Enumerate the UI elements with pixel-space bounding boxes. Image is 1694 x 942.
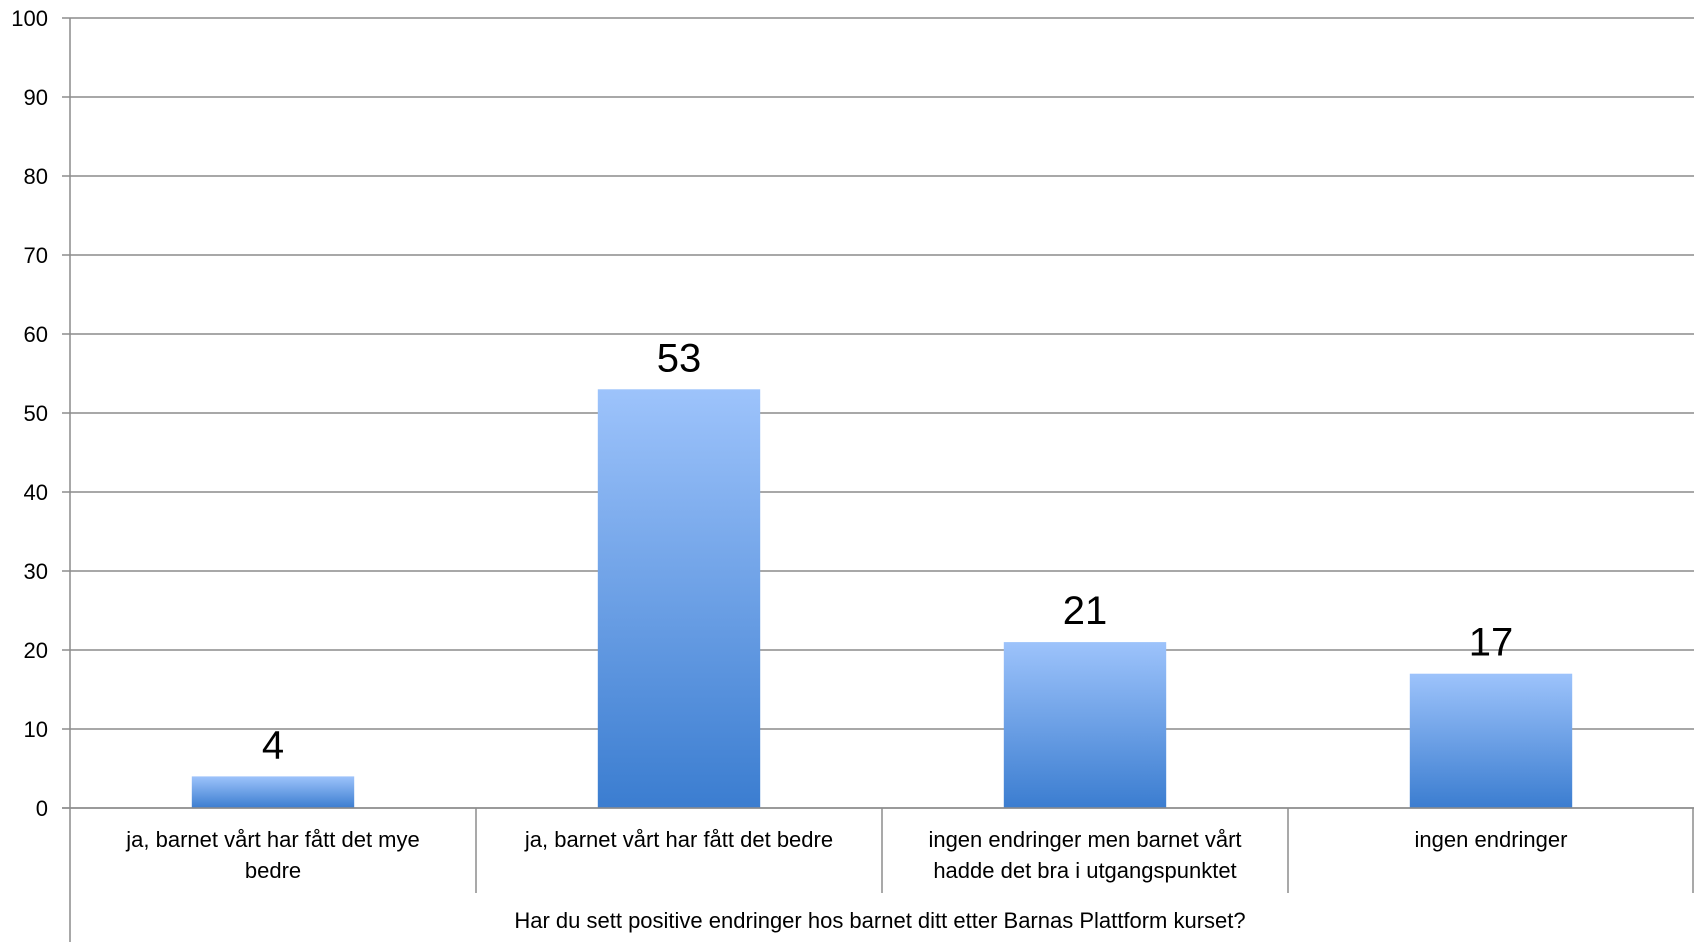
axes	[62, 18, 1694, 942]
y-tick-label: 80	[24, 164, 48, 189]
category-label: ja, barnet vårt har fått det bedre	[524, 827, 833, 852]
category-label: ja, barnet vårt har fått det mye	[125, 827, 419, 852]
category-label: ingen endringer	[1415, 827, 1568, 852]
bar	[1409, 673, 1573, 808]
y-tick-label: 0	[36, 796, 48, 821]
y-tick-label: 50	[24, 401, 48, 426]
x-axis-title: Har du sett positive endringer hos barne…	[514, 908, 1245, 933]
data-label: 17	[1469, 621, 1514, 665]
y-tick-label: 90	[24, 85, 48, 110]
y-tick-label: 40	[24, 480, 48, 505]
category-label: ingen endringer men barnet vårt	[928, 827, 1241, 852]
category-label: bedre	[245, 858, 301, 883]
x-axis-category-labels: ja, barnet vårt har fått det mye bedre ja,…	[125, 827, 1567, 883]
data-label: 4	[262, 723, 284, 767]
data-label: 21	[1063, 589, 1108, 633]
bars	[191, 389, 1573, 808]
y-tick-label: 70	[24, 243, 48, 268]
bar	[191, 776, 355, 808]
y-tick-label: 60	[24, 322, 48, 347]
y-axis-tick-labels: 0 10 20 30 40 50 60 70 80 90 100	[11, 6, 48, 821]
y-tick-label: 10	[24, 717, 48, 742]
data-labels: 4 53 21 17	[262, 336, 1513, 767]
bar	[597, 389, 761, 808]
y-tick-label: 20	[24, 638, 48, 663]
y-tick-label: 30	[24, 559, 48, 584]
gridlines	[62, 17, 1694, 809]
y-tick-label: 100	[11, 6, 48, 31]
data-label: 53	[657, 336, 702, 380]
bar	[1003, 642, 1167, 808]
category-label: hadde det bra i utgangspunktet	[933, 858, 1236, 883]
